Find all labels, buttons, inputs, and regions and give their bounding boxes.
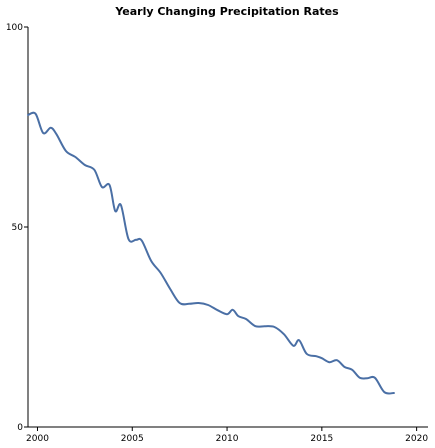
x-tick-label: 2020	[405, 434, 428, 444]
x-tick-label: 2005	[121, 434, 144, 444]
x-tick-label: 2000	[26, 434, 49, 444]
y-tick-label: 100	[6, 23, 23, 33]
plot-area	[27, 111, 395, 395]
chart-title: Yearly Changing Precipitation Rates	[114, 5, 339, 18]
series-line	[27, 111, 395, 395]
x-tick-label: 2015	[310, 434, 333, 444]
y-tick-label: 0	[17, 423, 23, 433]
y-tick-label: 50	[12, 223, 24, 233]
axes: 0 50 100 2000 2005 2010 2015 2020	[6, 23, 429, 444]
x-tick-label: 2010	[216, 434, 239, 444]
